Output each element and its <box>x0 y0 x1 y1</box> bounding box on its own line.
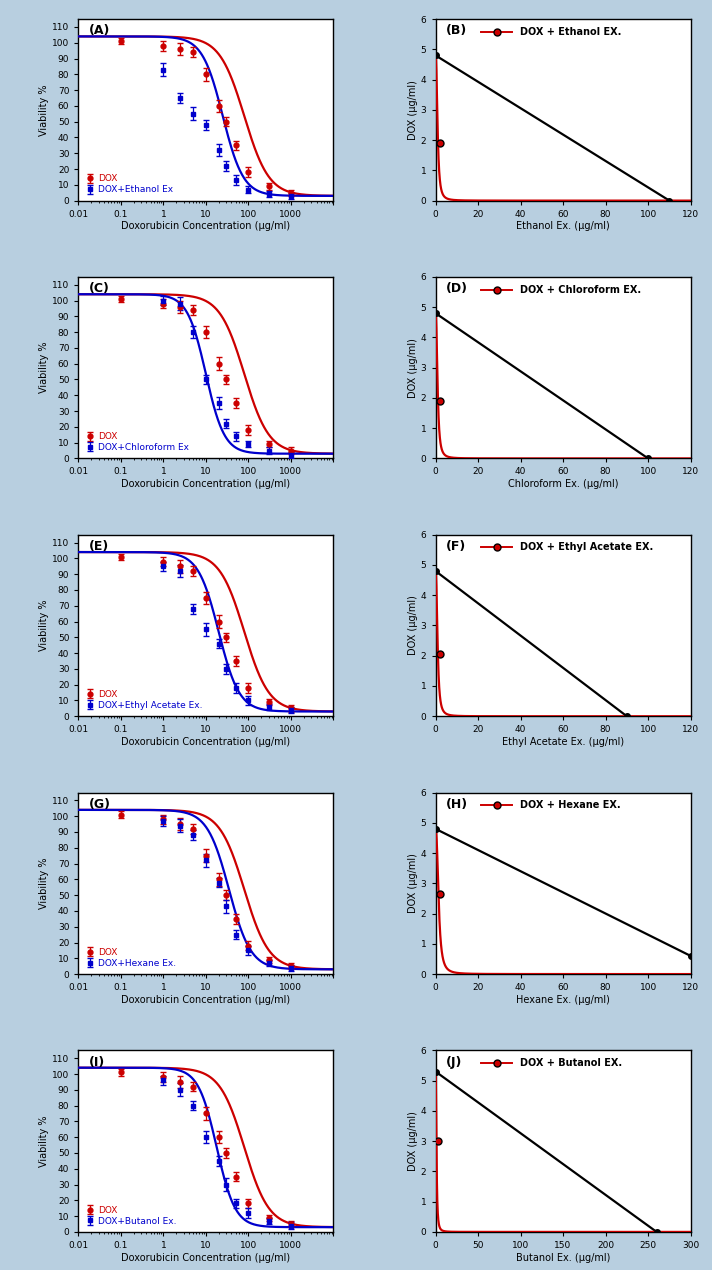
Y-axis label: DOX (µg/ml): DOX (µg/ml) <box>408 1111 418 1171</box>
Text: (G): (G) <box>88 798 110 812</box>
X-axis label: Doxorubicin Concentration (µg/ml): Doxorubicin Concentration (µg/ml) <box>121 1252 290 1262</box>
Y-axis label: Viability %: Viability % <box>39 857 49 909</box>
Text: DOX + Hexane EX.: DOX + Hexane EX. <box>520 800 620 810</box>
Text: (B): (B) <box>446 24 467 38</box>
X-axis label: Chloroform Ex. (µg/ml): Chloroform Ex. (µg/ml) <box>508 479 618 489</box>
Legend: DOX, DOX+Hexane Ex.: DOX, DOX+Hexane Ex. <box>83 946 178 969</box>
Y-axis label: Viability %: Viability % <box>39 599 49 652</box>
Text: DOX + Butanol EX.: DOX + Butanol EX. <box>520 1058 622 1068</box>
Y-axis label: DOX (µg/ml): DOX (µg/ml) <box>408 80 418 140</box>
Text: (F): (F) <box>446 540 466 554</box>
Legend: DOX, DOX+Ethanol Ex: DOX, DOX+Ethanol Ex <box>83 173 175 196</box>
Text: (C): (C) <box>88 282 110 296</box>
Text: (D): (D) <box>446 282 468 296</box>
Text: (E): (E) <box>88 540 109 554</box>
Legend: DOX, DOX+Butanol Ex.: DOX, DOX+Butanol Ex. <box>83 1204 179 1227</box>
X-axis label: Ethyl Acetate Ex. (µg/ml): Ethyl Acetate Ex. (µg/ml) <box>502 737 624 747</box>
Text: (A): (A) <box>88 24 110 38</box>
X-axis label: Doxorubicin Concentration (µg/ml): Doxorubicin Concentration (µg/ml) <box>121 221 290 231</box>
Y-axis label: DOX (µg/ml): DOX (µg/ml) <box>408 853 418 913</box>
X-axis label: Doxorubicin Concentration (µg/ml): Doxorubicin Concentration (µg/ml) <box>121 994 290 1005</box>
Text: (J): (J) <box>446 1055 462 1069</box>
Text: DOX + Chloroform EX.: DOX + Chloroform EX. <box>520 284 641 295</box>
Legend: DOX, DOX+Chloroform Ex: DOX, DOX+Chloroform Ex <box>83 431 191 453</box>
X-axis label: Butanol Ex. (µg/ml): Butanol Ex. (µg/ml) <box>516 1252 610 1262</box>
Y-axis label: Viability %: Viability % <box>39 1115 49 1167</box>
Text: DOX + Ethanol EX.: DOX + Ethanol EX. <box>520 27 621 37</box>
Text: DOX + Ethyl Acetate EX.: DOX + Ethyl Acetate EX. <box>520 542 653 552</box>
Y-axis label: Viability %: Viability % <box>39 342 49 394</box>
Text: (H): (H) <box>446 798 468 812</box>
X-axis label: Doxorubicin Concentration (µg/ml): Doxorubicin Concentration (µg/ml) <box>121 479 290 489</box>
Text: (I): (I) <box>88 1055 105 1069</box>
X-axis label: Ethanol Ex. (µg/ml): Ethanol Ex. (µg/ml) <box>516 221 610 231</box>
Y-axis label: DOX (µg/ml): DOX (µg/ml) <box>408 596 418 655</box>
X-axis label: Hexane Ex. (µg/ml): Hexane Ex. (µg/ml) <box>516 994 610 1005</box>
X-axis label: Doxorubicin Concentration (µg/ml): Doxorubicin Concentration (µg/ml) <box>121 737 290 747</box>
Legend: DOX, DOX+Ethyl Acetate Ex.: DOX, DOX+Ethyl Acetate Ex. <box>83 688 204 711</box>
Y-axis label: Viability %: Viability % <box>39 84 49 136</box>
Y-axis label: DOX (µg/ml): DOX (µg/ml) <box>408 338 418 398</box>
